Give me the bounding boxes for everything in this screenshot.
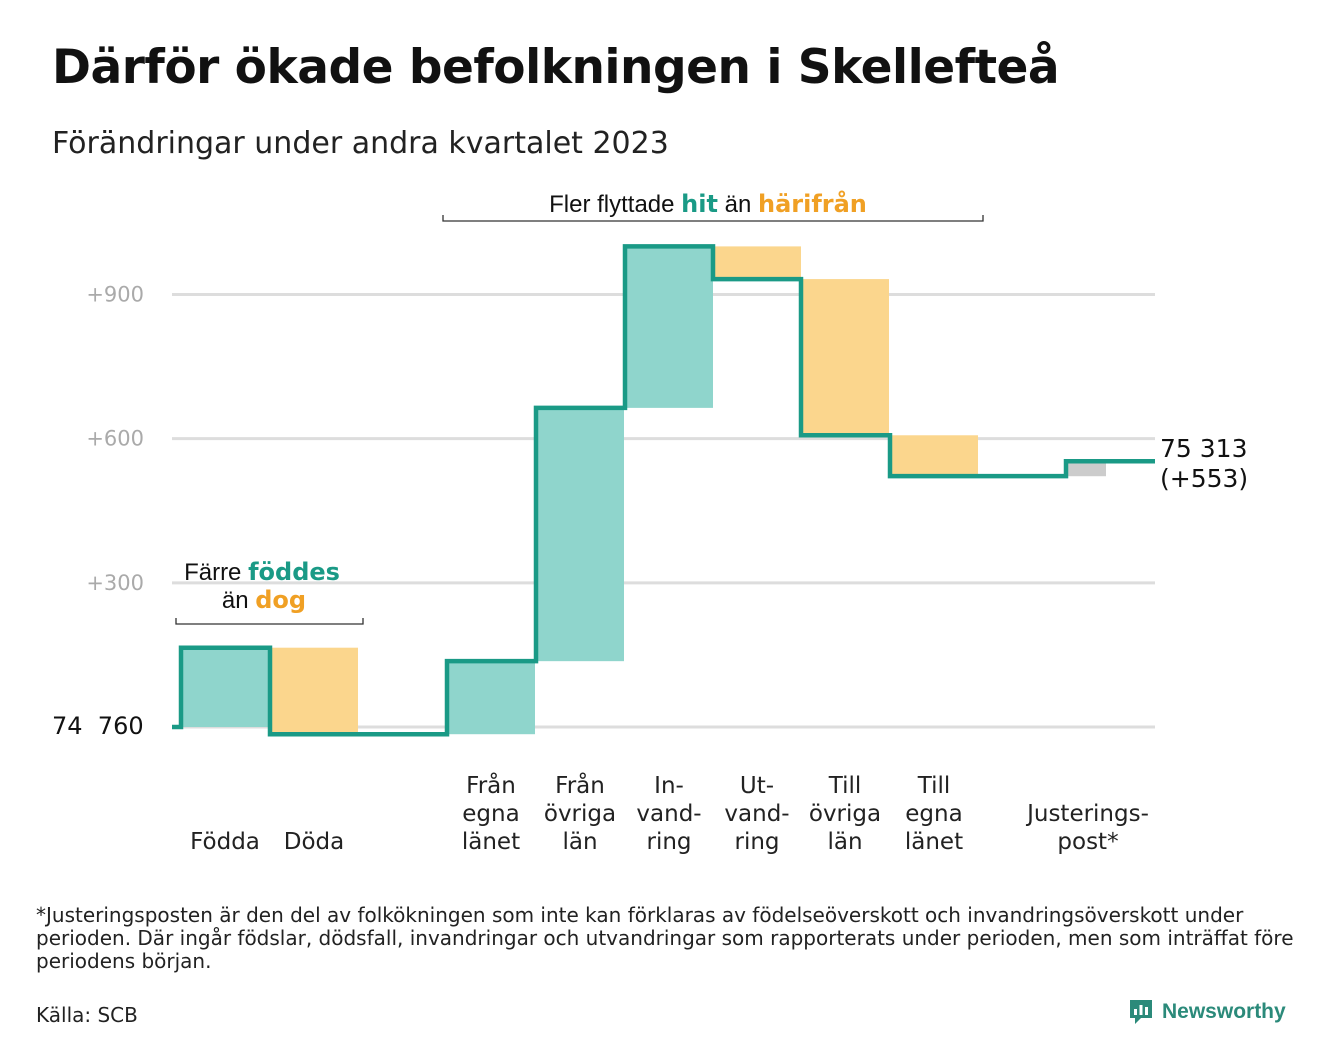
waterfall-bar <box>536 407 624 662</box>
category-label: ring <box>646 829 691 855</box>
category-labels: Födda DödaFrånegnalänetFrånövrigalänIn-va… <box>190 771 1149 855</box>
migration-annotation-hit: hit <box>681 190 718 218</box>
chart-title: Därför ökade befolkningen i Skellefteå <box>52 40 1060 95</box>
category-label: Från <box>555 771 605 799</box>
category-label: Ut- <box>740 773 774 799</box>
category-label: Justerings- <box>1025 801 1149 827</box>
category-label: egna <box>462 801 519 827</box>
waterfall-bar <box>270 647 358 735</box>
source-label: Källa: SCB <box>36 1003 138 1027</box>
waterfall-bar <box>801 279 889 436</box>
chart-subtitle: Förändringar under andra kvartalet 2023 <box>52 126 669 161</box>
category-label: Från <box>466 771 516 799</box>
category-label: övriga <box>544 801 616 827</box>
waterfall-bars <box>181 246 1106 735</box>
category-label: län <box>827 829 862 855</box>
waterfall-bar <box>890 435 978 477</box>
category-label: övriga <box>809 801 881 827</box>
end-total-label: 75 313 <box>1160 434 1247 463</box>
migration-annotation-harifran: härifrån <box>758 189 867 218</box>
y-tick-label: +900 <box>86 282 144 306</box>
waterfall-bar <box>713 246 801 280</box>
category-label: vand- <box>724 801 789 827</box>
brand-name: Newsworthy <box>1162 1000 1286 1023</box>
category-label: egna <box>905 801 962 827</box>
category-label: Födda <box>190 829 260 855</box>
waterfall-bar <box>1066 461 1106 477</box>
births-annotation-emphasis: föddes <box>248 558 340 586</box>
brand-logo: Newsworthy <box>1128 998 1286 1026</box>
category-label: Till <box>917 773 951 799</box>
category-label: Till <box>828 773 862 799</box>
category-label: vand- <box>636 801 701 827</box>
category-label: länet <box>905 829 963 855</box>
category-label: post* <box>1057 829 1118 855</box>
baseline-value-label: 74 760 <box>52 712 144 740</box>
waterfall-chart: +300+600+900 Födda DödaFrånegnalänetFrånö… <box>52 189 1248 855</box>
y-tick-label: +600 <box>86 427 144 451</box>
category-label: In- <box>654 773 684 799</box>
waterfall-bar <box>625 246 713 408</box>
category-label: länet <box>462 829 520 855</box>
births-annotation-text2: än <box>222 587 255 614</box>
migration-annotation-text2: än <box>718 191 758 218</box>
migration-bracket <box>442 215 984 222</box>
births-annotation-emphasis2: dog <box>255 586 306 614</box>
cumulative-step-line <box>172 244 1155 737</box>
births-annotation-line1: Färre föddes <box>184 558 340 586</box>
end-change-label: (+553) <box>1160 464 1248 493</box>
migration-annotation-text: Fler flyttade <box>549 191 681 218</box>
category-label: län <box>562 829 597 855</box>
newsworthy-logo-icon <box>1130 1000 1152 1024</box>
births-bracket <box>175 618 364 625</box>
footnote: *Justeringsposten är den del av folkökni… <box>36 903 1294 973</box>
waterfall-bar <box>181 647 269 727</box>
migration-annotation: Fler flyttade hit än härifrån <box>549 189 867 218</box>
category-label: Döda <box>284 829 344 855</box>
births-annotation-text: Färre <box>184 559 248 586</box>
y-tick-label: +300 <box>86 571 144 595</box>
waterfall-bar <box>447 661 535 735</box>
births-annotation-line2: än dog <box>222 586 306 614</box>
category-label: ring <box>734 829 779 855</box>
